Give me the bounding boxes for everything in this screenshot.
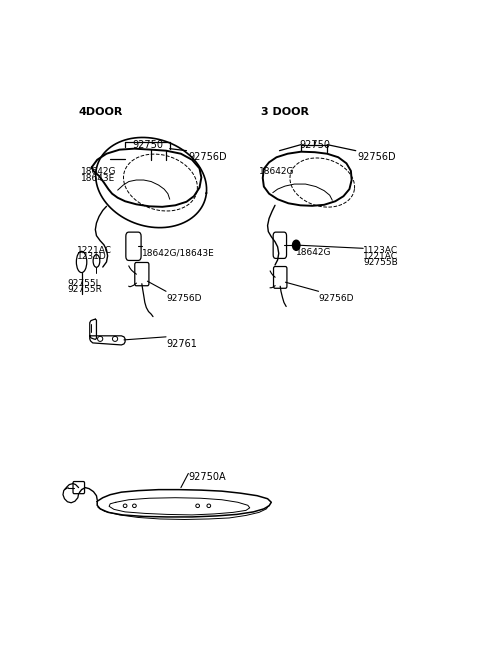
Text: 92761: 92761	[166, 340, 197, 350]
Text: 92750A: 92750A	[188, 472, 226, 482]
Text: 92756D: 92756D	[166, 294, 202, 303]
Text: 18642G/18643E: 18642G/18643E	[142, 248, 215, 258]
Text: 92755R: 92755R	[67, 285, 102, 294]
Text: 92756D: 92756D	[188, 152, 227, 162]
Text: 1123AC: 1123AC	[363, 246, 398, 255]
Text: 92750: 92750	[132, 139, 163, 150]
Text: 92750: 92750	[300, 139, 330, 150]
Text: 1221AC: 1221AC	[363, 252, 398, 261]
Text: 92756D: 92756D	[319, 294, 354, 303]
Text: 92755L: 92755L	[67, 279, 101, 288]
Text: 18643E: 18643E	[81, 174, 115, 183]
Text: 18642G: 18642G	[296, 248, 332, 258]
Text: 92755B: 92755B	[363, 258, 398, 267]
Text: 1221AC: 1221AC	[77, 246, 112, 255]
Text: 18642G: 18642G	[81, 168, 116, 176]
Text: 4DOOR: 4DOOR	[79, 106, 123, 117]
Text: 3 DOOR: 3 DOOR	[261, 106, 309, 117]
Text: 1231D: 1231D	[77, 252, 107, 261]
Circle shape	[292, 240, 300, 250]
Text: 18642G: 18642G	[259, 168, 295, 176]
Text: 92756D: 92756D	[358, 152, 396, 162]
